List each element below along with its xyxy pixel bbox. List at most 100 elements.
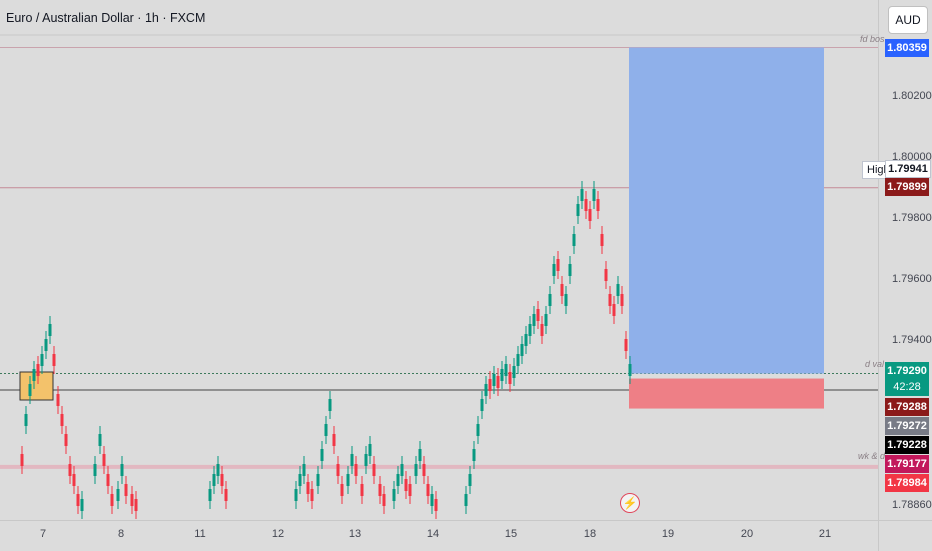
candle-body [468,474,472,486]
candle-body [298,474,302,486]
candle-body [294,489,298,501]
candle-body [120,464,124,476]
time-tick: 21 [818,528,832,540]
level-label-fd-bos: fd bos [860,34,885,44]
price-tag-level: 1.79899 [885,178,929,196]
candle-body [64,434,68,446]
price-tag-high: 1.79941 [885,160,931,178]
candle-body [372,464,376,476]
candle-body [336,464,340,476]
candle-body [216,464,220,476]
price-tick: 1.80200 [892,90,932,102]
level-label-d-val: d val [865,359,885,369]
candle-body [80,499,84,511]
candle-body [484,384,488,396]
candle-body [404,479,408,491]
candle-body [476,424,480,436]
candle-body [488,379,492,391]
candle-body [130,494,134,506]
candle-body [212,474,216,486]
time-tick: 14 [426,528,440,540]
price-tick: 1.78860 [892,499,932,511]
candle-body [464,494,468,506]
candle-body [620,294,624,306]
candle-body [596,199,600,211]
candle-body [504,364,508,376]
price-tick: 1.79800 [892,212,932,224]
candle-body [52,354,56,366]
candle-body [548,294,552,306]
candle-body [28,384,32,396]
candle-body [98,434,102,446]
candle-body [556,259,560,271]
candle-body [418,449,422,461]
candle-body [208,489,212,501]
candle-body [414,464,418,476]
candle-body [500,369,504,381]
candle-body [540,324,544,336]
candle-body [116,489,120,501]
candle-body [588,209,592,221]
candle-body [472,449,476,461]
candle-body [612,304,616,316]
candle-body [576,204,580,216]
candle-body [616,284,620,296]
time-tick: 12 [271,528,285,540]
candle-body [72,474,76,486]
candle-body [382,494,386,506]
chart-title: Euro / Australian Dollar · 1h · FXCM [6,11,206,25]
position-stop-zone [629,378,824,409]
price-tag-stop: 1.79177 [885,455,929,473]
lightning-icon[interactable]: ⚡ [620,493,640,513]
candle-body [40,354,44,366]
candle-body [340,484,344,496]
time-tick: 13 [348,528,362,540]
price-chart[interactable] [0,0,878,520]
order-block-box [19,371,54,401]
time-axis[interactable] [0,520,878,551]
price-tick: 1.79400 [892,334,932,346]
candle-body [354,464,358,476]
candle-body [328,399,332,411]
candle-body [24,414,28,426]
price-tag-grey: 1.79272 [885,417,929,435]
time-tick: 11 [194,528,206,540]
candle-body [368,444,372,456]
time-tick: 20 [740,528,754,540]
candle-body [346,474,350,486]
candle-body [408,484,412,496]
candle-body [392,489,396,501]
candle-body [422,464,426,476]
candle-body [572,234,576,246]
candle-body [564,294,568,306]
candle-body [396,474,400,486]
candle-body [224,489,228,501]
candle-body [430,494,434,506]
time-tick: 8 [117,528,125,540]
candle-body [110,494,114,506]
price-tag-fd-bos: 1.80359 [885,39,929,57]
candle-body [628,364,632,376]
candle-body [520,344,524,356]
candle-body [93,464,97,476]
candle-body [536,309,540,321]
price-tag-last: 1.79290 [885,362,929,380]
time-tick: 15 [504,528,518,540]
candle-body [56,394,60,406]
time-tick: 7 [39,528,47,540]
candle-body [320,449,324,461]
price-tag-entry: 1.79288 [885,398,929,416]
chart-area[interactable] [0,0,878,520]
candle-body [324,424,328,436]
level-label-wk-d: wk & d [858,451,886,461]
candle-body [426,484,430,496]
axis-corner [878,520,932,551]
currency-button[interactable]: AUD [888,6,928,34]
candle-body [508,372,512,384]
candle-body [592,189,596,201]
candle-body [624,339,628,351]
time-tick: 19 [661,528,675,540]
candle-body [560,284,564,296]
candle-body [68,464,72,476]
candle-body [20,454,24,466]
